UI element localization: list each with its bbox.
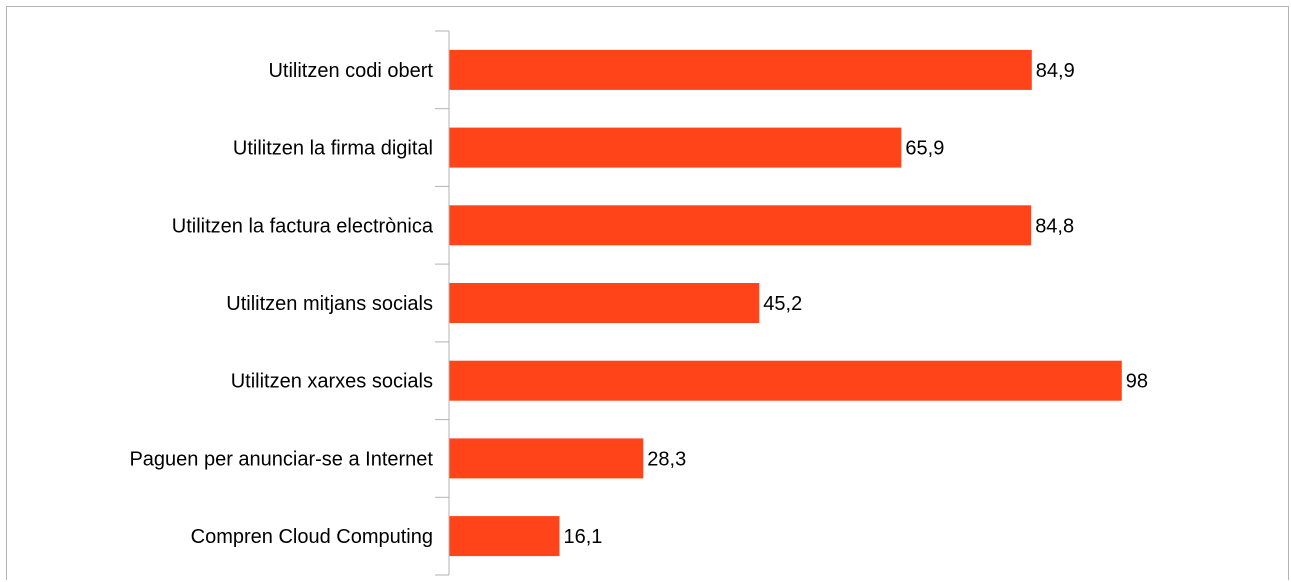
value-label: 84,9	[1036, 60, 1075, 82]
category-label: Utilitzen la factura electrònica	[172, 215, 434, 237]
category-label: Utilitzen xarxes socials	[231, 371, 433, 393]
category-axis	[435, 30, 450, 576]
bar	[449, 205, 1032, 246]
category-label: Paguen per anunciar-se a Internet	[129, 448, 433, 470]
value-label: 84,8	[1035, 215, 1074, 237]
value-label: 65,9	[905, 138, 944, 160]
bar	[449, 438, 644, 479]
category-label: Compren Cloud Computing	[191, 526, 433, 548]
category-label: Utilitzen mitjans socials	[226, 293, 433, 315]
value-label: 98	[1126, 371, 1148, 393]
value-labels: 84,9 65,9 84,8 45,2 98 28,3 16,1	[564, 60, 1149, 548]
bar	[449, 516, 560, 557]
value-label: 28,3	[647, 448, 686, 470]
category-label: Utilitzen la firma digital	[233, 138, 433, 160]
value-label: 16,1	[564, 526, 603, 548]
category-labels: Utilitzen codi obert Utilitzen la firma d…	[129, 60, 433, 548]
bar	[449, 127, 902, 168]
category-label: Utilitzen codi obert	[268, 60, 433, 82]
bar	[449, 283, 760, 323]
bars	[449, 49, 1122, 557]
value-label: 45,2	[763, 293, 802, 315]
bar	[449, 360, 1122, 401]
bar	[449, 49, 1032, 90]
